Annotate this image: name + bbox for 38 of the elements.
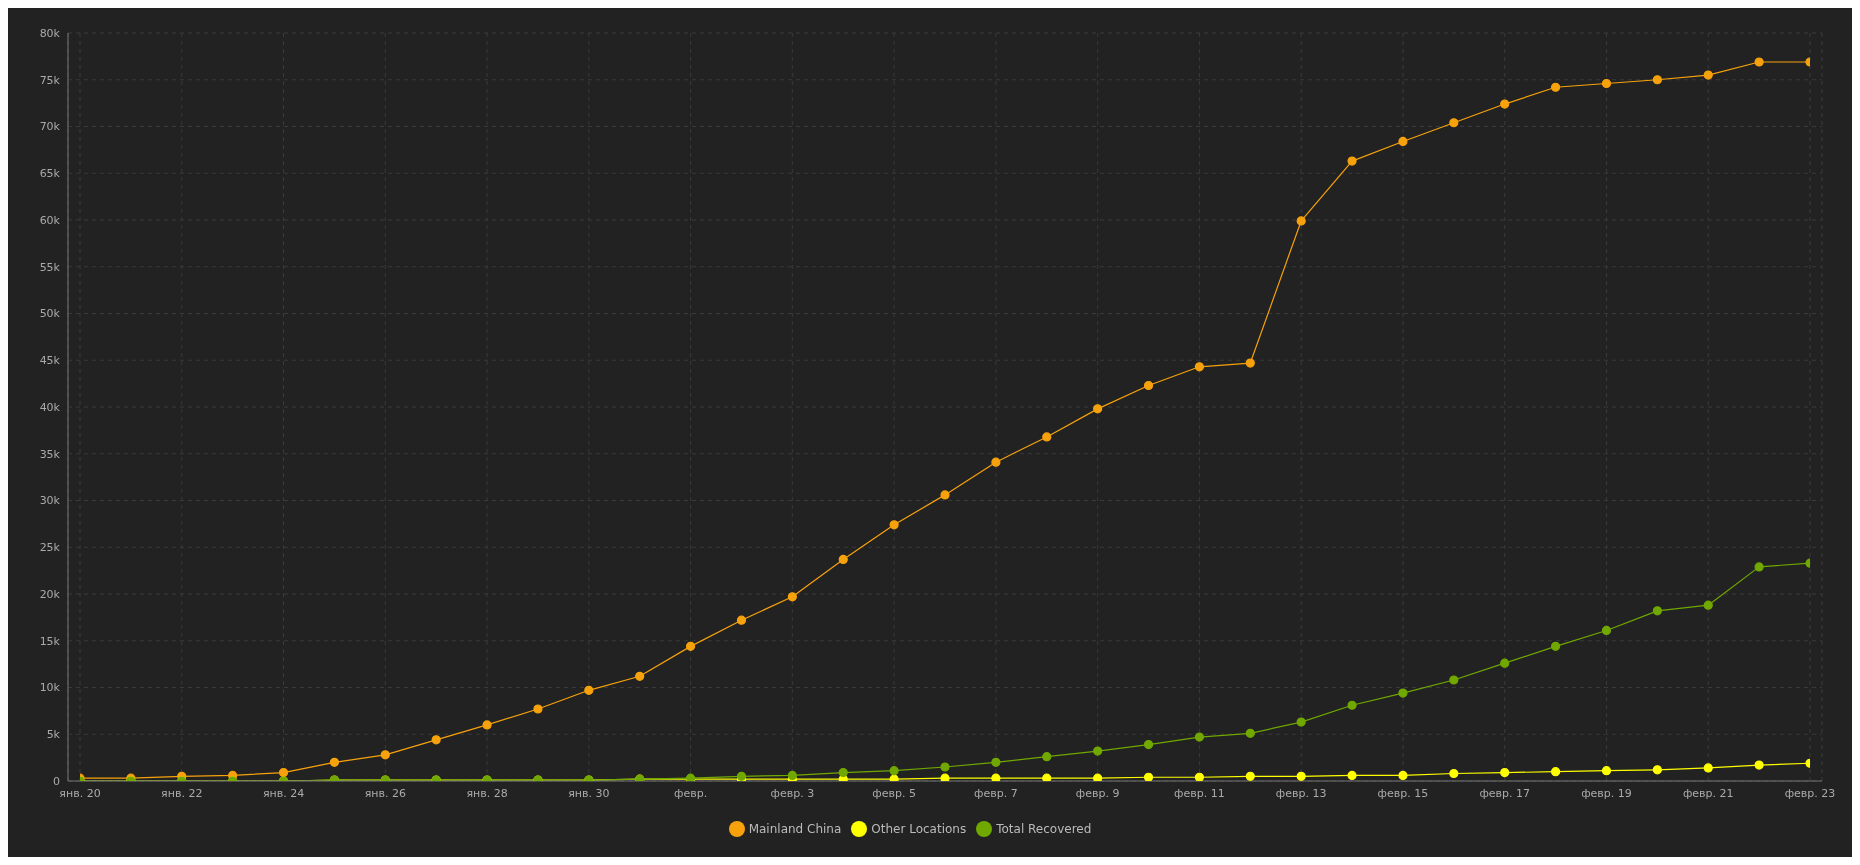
x-tick-label: февр. 17 [1479, 786, 1531, 800]
y-tick-label: 50k [39, 307, 61, 321]
y-tick-label: 80k [39, 26, 61, 40]
x-tick-label: янв. 30 [568, 786, 610, 800]
y-tick-label: 70k [39, 120, 61, 134]
legend-label: Other Locations [871, 821, 967, 836]
x-tick-label: янв. 24 [262, 786, 305, 800]
legend-label: Total Recovered [996, 821, 1092, 836]
y-tick-label: 20k [39, 587, 61, 601]
y-tick-label: 35k [39, 447, 61, 461]
x-tick-label: февр. 7 [974, 786, 1018, 800]
x-tick-label: янв. 22 [161, 786, 203, 800]
legend-label: Mainland China [748, 821, 842, 836]
y-tick-label: 30k [39, 494, 61, 508]
y-tick-label: 45k [39, 354, 61, 368]
x-tick-label: февр. 5 [872, 786, 916, 800]
x-tick-label: февр. 11 [1174, 786, 1225, 800]
x-tick-label: февр. 9 [1075, 786, 1120, 800]
x-tick-label: февр. 15 [1377, 786, 1429, 800]
y-tick-label: 55k [39, 260, 61, 274]
x-tick-label: янв. 28 [466, 786, 508, 800]
y-tick-label: 15k [39, 634, 61, 648]
x-tick-label: февр. 23 [1784, 786, 1836, 800]
x-tick-label: янв. 20 [59, 786, 101, 800]
y-tick-label: 60k [39, 213, 61, 227]
y-tick-label: 25k [39, 541, 61, 555]
y-tick-label: 0 [53, 774, 60, 788]
x-tick-label: февр. 13 [1275, 786, 1327, 800]
x-tick-label: февр. [674, 786, 708, 800]
x-tick-label: февр. 3 [770, 786, 815, 800]
x-tick-label: янв. 26 [364, 786, 406, 800]
y-tick-label: 40k [39, 400, 61, 414]
x-tick-label: февр. 21 [1682, 786, 1734, 800]
y-tick-label: 10k [39, 681, 61, 695]
y-tick-label: 65k [39, 167, 61, 181]
y-tick-label: 75k [39, 73, 61, 87]
y-tick-label: 5k [46, 728, 61, 742]
x-tick-label: февр. 19 [1581, 786, 1632, 800]
